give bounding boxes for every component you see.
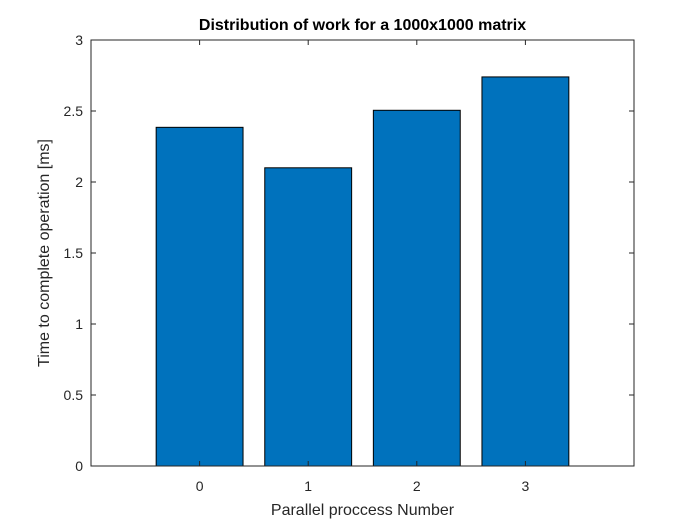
bar-2 [372,109,461,467]
y-tick-label: 0.5 [64,387,84,403]
y-axis-label: Time to complete operation [ms] [36,139,53,367]
x-axis-label: Parallel proccess Number [271,502,455,519]
y-tick-label: 2 [75,174,83,190]
y-tick-label: 1 [75,316,83,332]
x-tick-label: 3 [522,478,530,494]
x-tick-label: 2 [413,478,421,494]
bars-group [155,76,570,467]
x-tick-label: 1 [304,478,312,494]
y-tick-label: 2.5 [64,103,84,119]
bar-3 [481,76,570,467]
y-tick-label: 3 [75,32,83,48]
axes-box [90,39,635,467]
bar-1 [264,167,353,467]
y-tick-label: 0 [75,458,83,474]
chart-title: Distribution of work for a 1000x1000 mat… [199,17,526,34]
y-tick-label: 1.5 [64,245,84,261]
ticks-group: 0 0.5 1 1.5 2 2.5 3 0 1 2 3 [64,32,634,494]
bar-0 [155,126,244,467]
x-tick-label: 0 [196,478,204,494]
